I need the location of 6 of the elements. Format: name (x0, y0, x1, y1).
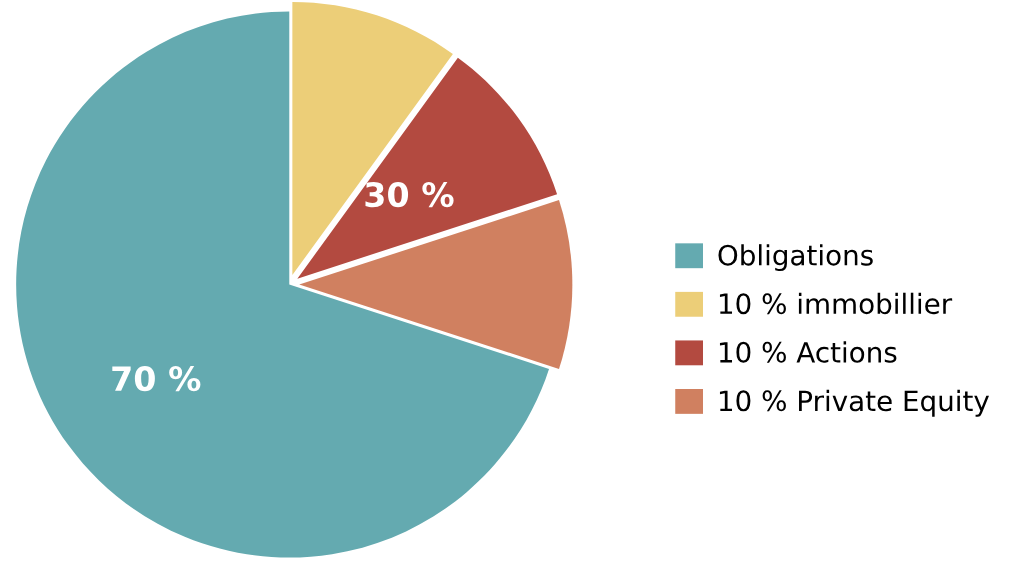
data-label: 70 % (112, 365, 201, 392)
text: 30 % (365, 182, 454, 208)
legend-label: 10 % immobillier (719, 292, 953, 315)
legend-label: 10 % Private Equity (719, 389, 989, 417)
legend-label: 10 % Actions (719, 341, 897, 363)
legend-label: Obligations (718, 244, 873, 272)
